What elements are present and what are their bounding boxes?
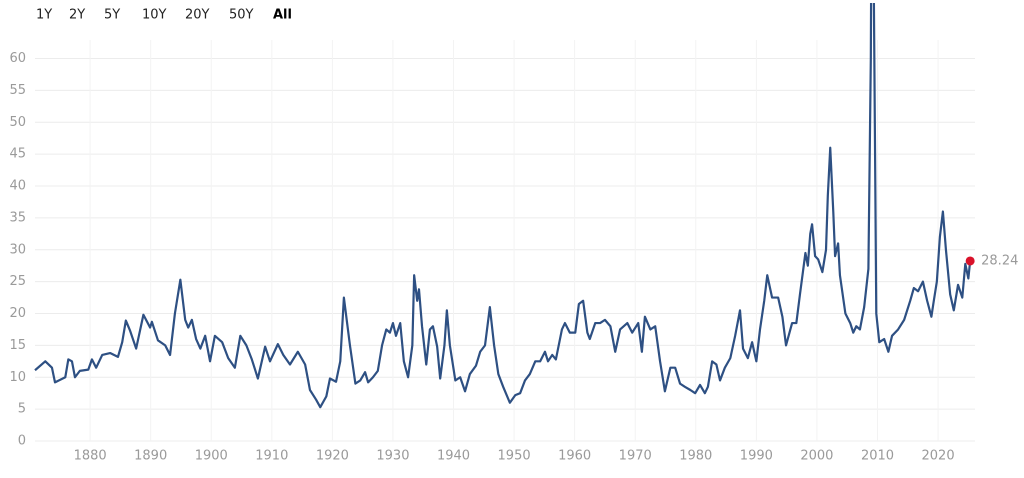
range-buttons: 1Y 2Y 5Y 10Y 20Y 50Y All: [36, 8, 292, 23]
y-tick-label: 10: [9, 370, 26, 385]
x-tick-label: 1940: [437, 449, 470, 464]
x-tick-label: 1900: [195, 449, 228, 464]
x-tick-label: 1970: [619, 449, 652, 464]
x-tick-label: 2000: [800, 449, 833, 464]
line: [34, 3, 972, 409]
x-tick-label: 2010: [861, 449, 894, 464]
y-tick-label: 50: [9, 115, 26, 130]
y-tick-label: 55: [9, 83, 26, 98]
x-tick-label: 1980: [679, 449, 712, 464]
x-tick-label: 1910: [255, 449, 288, 464]
x-tick-label: 1990: [740, 449, 773, 464]
y-tick-label: 60: [9, 51, 26, 66]
end-marker: [965, 256, 975, 266]
y-tick-label: 15: [9, 338, 26, 353]
x-tick-label: 1880: [74, 449, 107, 464]
grid: [35, 40, 975, 442]
end-label: 28.24: [981, 253, 1018, 268]
y-tick-label: 0: [18, 434, 26, 449]
x-tick-label: 1950: [498, 449, 531, 464]
range-button[interactable]: 2Y: [69, 8, 85, 23]
y-tick-label: 5: [18, 402, 26, 417]
y-tick-label: 20: [9, 306, 26, 321]
x-tick-label: 2020: [922, 449, 955, 464]
y-tick-label: 30: [9, 242, 26, 257]
y-tick-label: 45: [9, 147, 26, 162]
range-button[interactable]: 50Y: [229, 8, 254, 23]
y-tick-label: 25: [9, 274, 26, 289]
range-button[interactable]: 20Y: [185, 8, 210, 23]
x-tick-label: 1890: [134, 449, 167, 464]
range-button[interactable]: 1Y: [36, 8, 52, 23]
range-button[interactable]: All: [273, 8, 292, 23]
y-tick-label: 35: [9, 210, 26, 225]
x-tick-label: 1930: [376, 449, 409, 464]
range-button[interactable]: 10Y: [142, 8, 167, 23]
range-button[interactable]: 5Y: [104, 8, 120, 23]
x-tick-label: 1960: [558, 449, 591, 464]
y-tick-label: 40: [9, 179, 26, 194]
x-tick-label: 1920: [316, 449, 349, 464]
